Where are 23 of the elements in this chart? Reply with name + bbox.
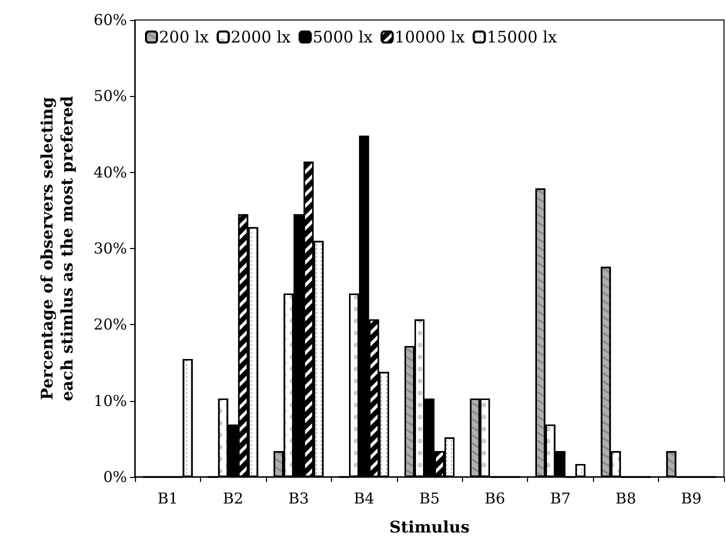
x-tick-label: B6 xyxy=(484,490,506,508)
legend-label: 200 lx xyxy=(159,28,209,46)
y-axis-title: Percentage of observers selecting each stimlus as the most prefered xyxy=(38,96,76,402)
x-tick-label: B2 xyxy=(222,490,244,508)
legend-label: 15000 lx xyxy=(486,28,557,46)
y-tick-label: 0% xyxy=(103,468,127,486)
x-tick-label: B5 xyxy=(419,490,440,508)
x-tick-label: B1 xyxy=(157,490,178,508)
x-tick-label: B8 xyxy=(616,490,636,508)
x-tick-label: B7 xyxy=(550,490,571,508)
y-tick-label: 10% xyxy=(94,392,127,410)
y-tick-label: 30% xyxy=(94,240,127,258)
x-tick-label: B3 xyxy=(288,490,309,508)
x-tick-label: B4 xyxy=(354,490,374,508)
legend-label: 10000 lx xyxy=(394,28,465,46)
x-tick-label: B9 xyxy=(680,490,702,508)
legend-label: 2000 lx xyxy=(230,28,291,46)
legend-label: 5000 lx xyxy=(312,28,373,46)
y-tick-label: 50% xyxy=(94,87,127,106)
y-tick-label: 20% xyxy=(94,316,127,334)
y-tick-label: 40% xyxy=(94,163,127,182)
y-tick-label: 60% xyxy=(94,11,127,29)
x-axis-title: Stimulus xyxy=(389,518,470,536)
